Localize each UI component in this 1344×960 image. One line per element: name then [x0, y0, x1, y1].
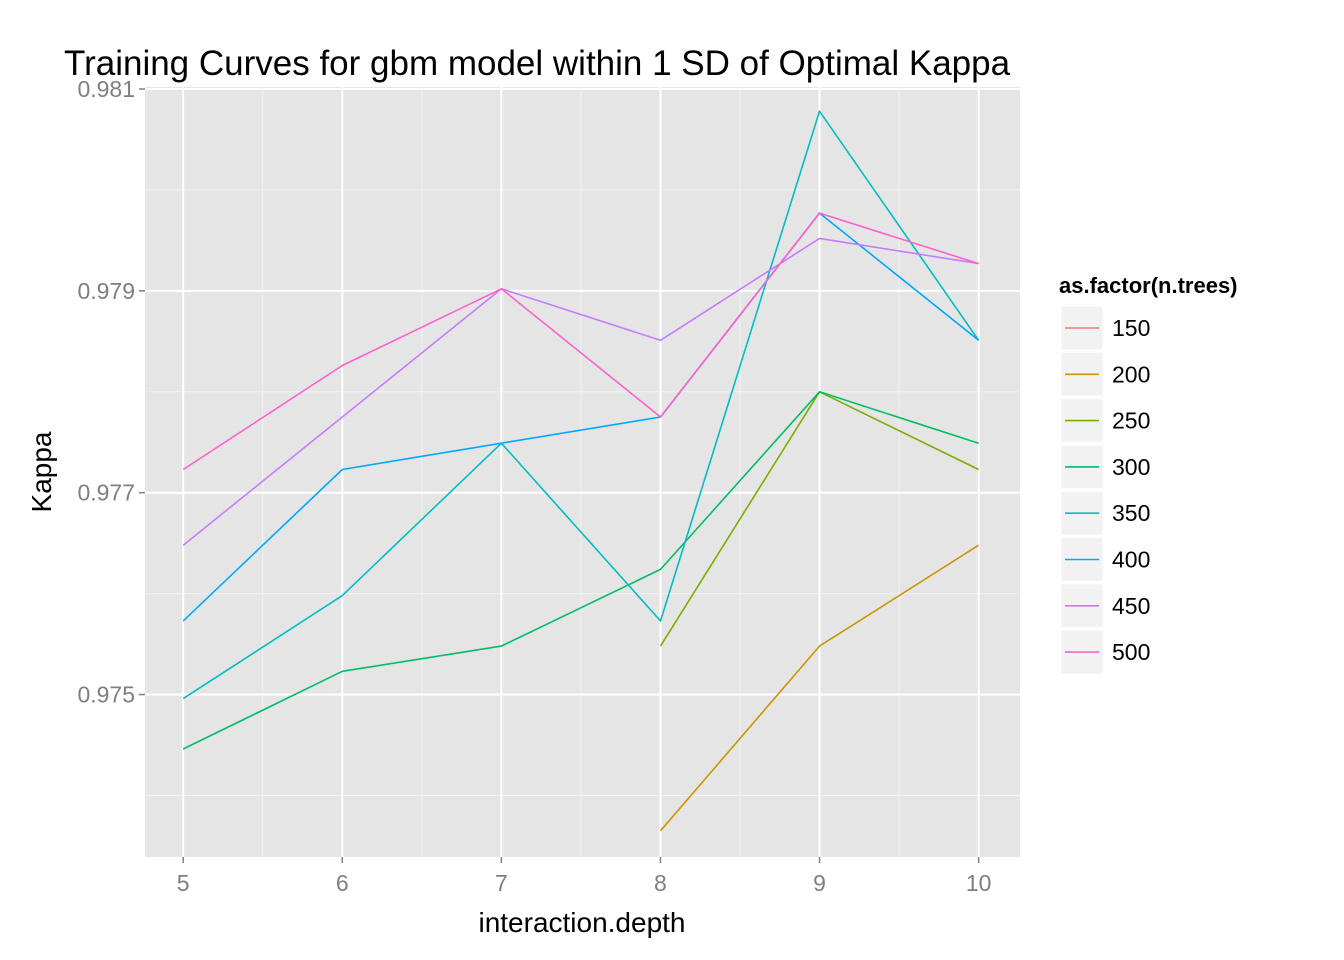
series-lines: [182, 110, 980, 832]
y-tick-label: 0.979: [77, 278, 135, 304]
legend-label-250: 250: [1112, 408, 1150, 434]
series-line-400: [182, 212, 980, 622]
minor-gridlines: [145, 87, 1020, 857]
legend-items: 150 200 250 300 350 400 450 500: [1060, 305, 1150, 675]
legend-label-400: 400: [1112, 547, 1150, 573]
legend-label-500: 500: [1112, 639, 1150, 665]
x-tick-label: 8: [654, 870, 667, 896]
legend-label-450: 450: [1112, 593, 1150, 619]
series-line-450: [182, 237, 979, 546]
major-gridlines: [145, 87, 1020, 857]
x-tick-label: 9: [813, 870, 826, 896]
chart-title: Training Curves for gbm model within 1 S…: [64, 44, 1011, 83]
x-tick-label: 7: [495, 870, 508, 896]
legend-label-200: 200: [1112, 361, 1150, 387]
y-tick-label: 0.981: [77, 76, 135, 102]
legend-title: as.factor(n.trees): [1059, 273, 1238, 298]
y-tick-label: 0.977: [77, 480, 135, 506]
series-line-200: [659, 544, 980, 832]
plot-panel: [145, 87, 1020, 857]
y-axis: 0.975 0.977 0.979 0.981: [77, 76, 145, 708]
x-axis: 5 6 7 8 9 10: [177, 857, 992, 896]
series-line-300: [182, 390, 979, 750]
x-tick-label: 6: [336, 870, 349, 896]
legend-label-350: 350: [1112, 500, 1150, 526]
y-axis-label: Kappa: [26, 431, 57, 512]
y-tick-label: 0.975: [77, 682, 135, 708]
legend: as.factor(n.trees) 150 200 250 300 350 400 450…: [1059, 273, 1238, 675]
x-tick-label: 5: [177, 870, 190, 896]
series-line-500: [182, 212, 979, 471]
legend-label-150: 150: [1112, 315, 1150, 341]
legend-label-300: 300: [1112, 454, 1150, 480]
x-axis-label: interaction.depth: [478, 907, 685, 938]
series-line-350: [182, 110, 980, 700]
x-tick-label: 10: [966, 870, 992, 896]
